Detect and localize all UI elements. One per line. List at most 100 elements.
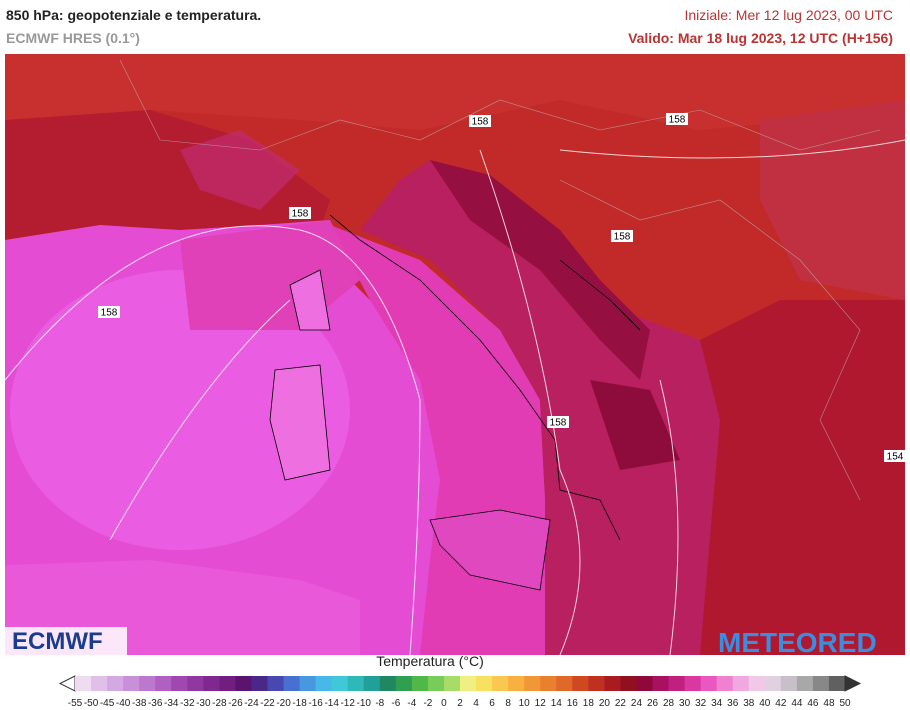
colorbar-swatch — [139, 676, 156, 691]
colorbar-tick-label: 18 — [583, 698, 595, 709]
colorbar-tick-label: -22 — [260, 698, 275, 709]
colorbar-tick-label: -45 — [100, 698, 115, 709]
init-time: Iniziale: Mer 12 lug 2023, 00 UTC — [684, 7, 893, 23]
colorbar-tick-label: -6 — [391, 698, 400, 709]
colorbar-tick-label: 46 — [807, 698, 819, 709]
colorbar-arrow-right — [844, 675, 862, 692]
ecmwf-logo: ECMWF — [12, 628, 103, 655]
colorbar-tick-label: -12 — [340, 698, 355, 709]
colorbar-tick-label: -18 — [292, 698, 307, 709]
colorbar-swatch — [267, 676, 285, 691]
colorbar-swatch — [652, 676, 670, 691]
colorbar-swatch — [620, 676, 637, 691]
contour-label: 158 — [614, 232, 631, 243]
colorbar-tick-label: -4 — [407, 698, 416, 709]
colorbar-tick-label: -10 — [357, 698, 372, 709]
colorbar-swatch — [379, 676, 397, 691]
colorbar-tick-label: -34 — [164, 698, 179, 709]
colorbar-tick-label: 50 — [839, 698, 851, 709]
colorbar-swatch — [732, 676, 750, 691]
colorbar-swatch — [460, 676, 477, 691]
colorbar-swatch — [684, 676, 702, 691]
colorbar-tick-label: -38 — [132, 698, 147, 709]
colorbar-swatch — [476, 676, 493, 691]
colorbar-swatch — [443, 676, 461, 691]
colorbar-swatch — [427, 676, 445, 691]
colorbar-tick-label: 20 — [599, 698, 611, 709]
colorbar-tick-label: 48 — [823, 698, 835, 709]
contour-label: 154 — [887, 452, 904, 463]
colorbar-swatch — [91, 676, 108, 691]
colorbar-tick-label: -32 — [180, 698, 195, 709]
colorbar-swatch — [700, 676, 718, 691]
colorbar-swatch — [235, 676, 252, 691]
colorbar-swatch — [123, 676, 140, 691]
colorbar-swatch — [347, 676, 365, 691]
colorbar-tick-label: 42 — [775, 698, 787, 709]
colorbar-swatch — [588, 676, 605, 691]
colorbar-swatch — [171, 676, 188, 691]
colorbar-tick-label: -40 — [116, 698, 131, 709]
colorbar-tick-label: 22 — [615, 698, 627, 709]
colorbar-swatch — [395, 676, 413, 691]
colorbar-swatch — [492, 676, 509, 691]
colorbar-tick-label: 40 — [759, 698, 771, 709]
colorbar-swatch — [508, 676, 525, 691]
contour-label-box — [98, 306, 120, 318]
meteored-logo: METEORED — [718, 627, 877, 658]
contour-label-box — [884, 450, 906, 462]
title: 850 hPa: geopotenziale e temperatura. — [6, 7, 261, 23]
colorbar-tick-label: 10 — [519, 698, 531, 709]
colorbar-swatch — [764, 676, 782, 691]
colorbar-swatch — [748, 676, 766, 691]
map — [5, 54, 905, 655]
contour-label-box — [547, 416, 569, 428]
colorbar-swatch — [636, 676, 653, 691]
colorbar-swatch — [524, 676, 541, 691]
colorbar-swatch — [780, 676, 798, 691]
colorbar-tick-label: -8 — [375, 698, 384, 709]
colorbar-arrow-left — [58, 675, 76, 692]
colorbar-tick-label: -14 — [324, 698, 339, 709]
colorbar-tick-label: -28 — [212, 698, 227, 709]
colorbar-tick-label: 8 — [505, 698, 511, 709]
colorbar-tick-label: -30 — [196, 698, 211, 709]
colorbar-tick-label: 16 — [567, 698, 579, 709]
colorbar-tick-label: 30 — [679, 698, 691, 709]
colorbar-swatch — [572, 676, 589, 691]
contour-label: 158 — [292, 209, 309, 220]
contour-label: 158 — [472, 117, 489, 128]
colorbar-swatch — [203, 676, 220, 691]
colorbar-swatch — [411, 676, 429, 691]
colorbar-swatch — [668, 676, 686, 691]
colorbar-swatch — [796, 676, 814, 691]
colorbar-tick-label: 34 — [711, 698, 723, 709]
colorbar-swatch — [812, 676, 830, 691]
valid-time: Valido: Mar 18 lug 2023, 12 UTC (H+156) — [628, 30, 893, 46]
contour-label-box — [469, 115, 491, 127]
colorbar-swatch — [155, 676, 172, 691]
colorbar-tick-label: 44 — [791, 698, 803, 709]
colorbar-swatch — [75, 676, 92, 691]
colorbar-swatch — [315, 676, 333, 691]
contour-label: 158 — [550, 418, 567, 429]
colorbar-tick-label: -55 — [68, 698, 83, 709]
colorbar-tick-label: 14 — [551, 698, 563, 709]
colorbar-tick-label: 2 — [457, 698, 463, 709]
colorbar-tick-label: -50 — [84, 698, 99, 709]
colorbar-tick-label: -2 — [423, 698, 432, 709]
colorbar-tick-label: 12 — [535, 698, 547, 709]
colorbar-tick-label: 32 — [695, 698, 707, 709]
contour-label: 158 — [669, 115, 686, 126]
colorbar-tick-label: 4 — [473, 698, 479, 709]
colorbar-tick-label: -36 — [148, 698, 163, 709]
colorbar-tick-label: 28 — [663, 698, 675, 709]
colorbar-swatch — [187, 676, 204, 691]
colorbar-tick-label: 24 — [631, 698, 643, 709]
colorbar-swatch — [107, 676, 124, 691]
contour-label-box — [289, 207, 311, 219]
colorbar-swatch — [363, 676, 381, 691]
colorbar-swatch — [604, 676, 621, 691]
colorbar-tick-label: -16 — [308, 698, 323, 709]
